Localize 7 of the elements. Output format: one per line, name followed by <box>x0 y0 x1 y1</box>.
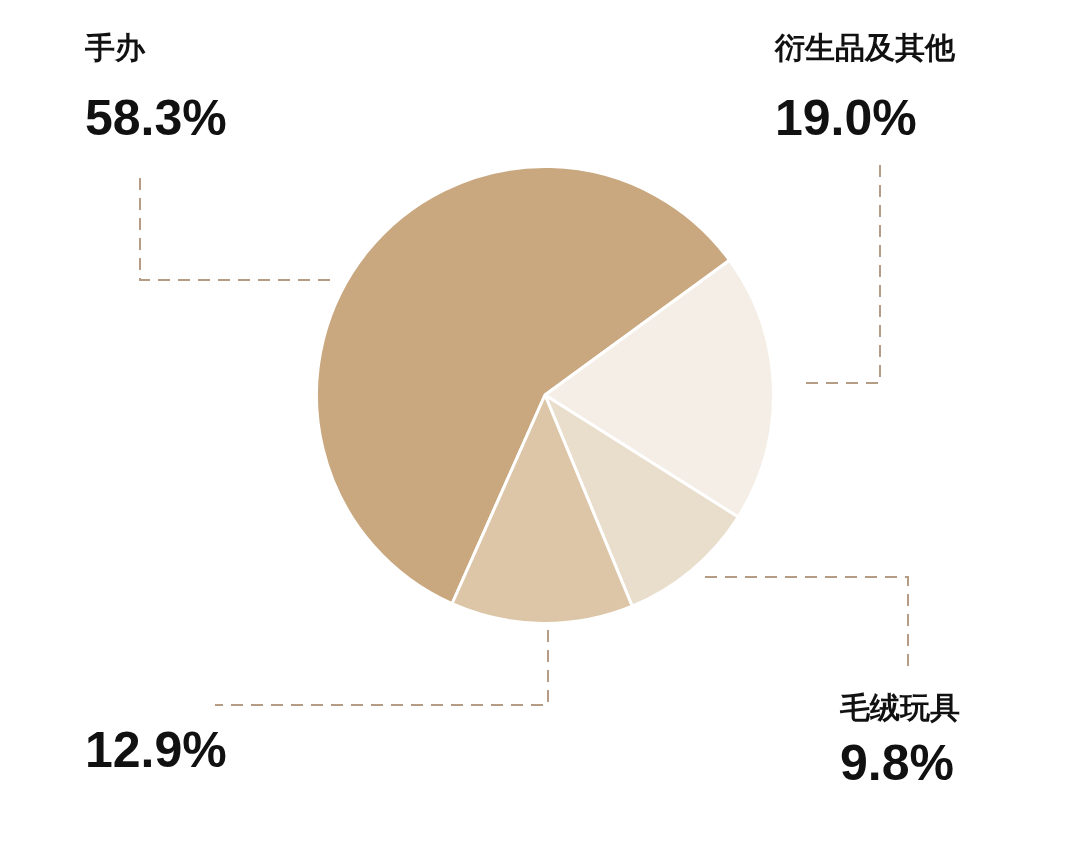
data-label: 12.9% <box>85 722 227 778</box>
data-label: 19.0% <box>775 90 917 146</box>
slice-label: 手办 <box>84 30 146 65</box>
data-label: 9.8% <box>840 735 954 791</box>
slice-label: 毛绒玩具 <box>839 690 960 725</box>
slice-label: 衍生品及其他 <box>774 30 956 65</box>
data-label: 58.3% <box>85 90 227 146</box>
